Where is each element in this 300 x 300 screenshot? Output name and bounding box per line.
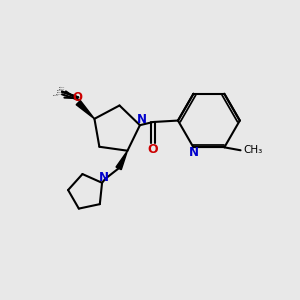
Polygon shape — [116, 151, 128, 170]
Text: methoxy: methoxy — [56, 94, 62, 95]
Text: N: N — [136, 113, 146, 126]
Text: CH₃: CH₃ — [243, 145, 262, 155]
Text: O: O — [148, 142, 158, 156]
Text: N: N — [188, 146, 198, 159]
Text: methoxy: methoxy — [57, 90, 63, 91]
Text: N: N — [98, 171, 109, 184]
Polygon shape — [76, 100, 94, 119]
Text: methoxy: methoxy — [59, 89, 65, 90]
Text: methoxy: methoxy — [57, 92, 63, 93]
Text: methoxy: methoxy — [59, 87, 65, 88]
Text: O: O — [73, 91, 83, 104]
Text: methoxy: methoxy — [52, 94, 59, 96]
